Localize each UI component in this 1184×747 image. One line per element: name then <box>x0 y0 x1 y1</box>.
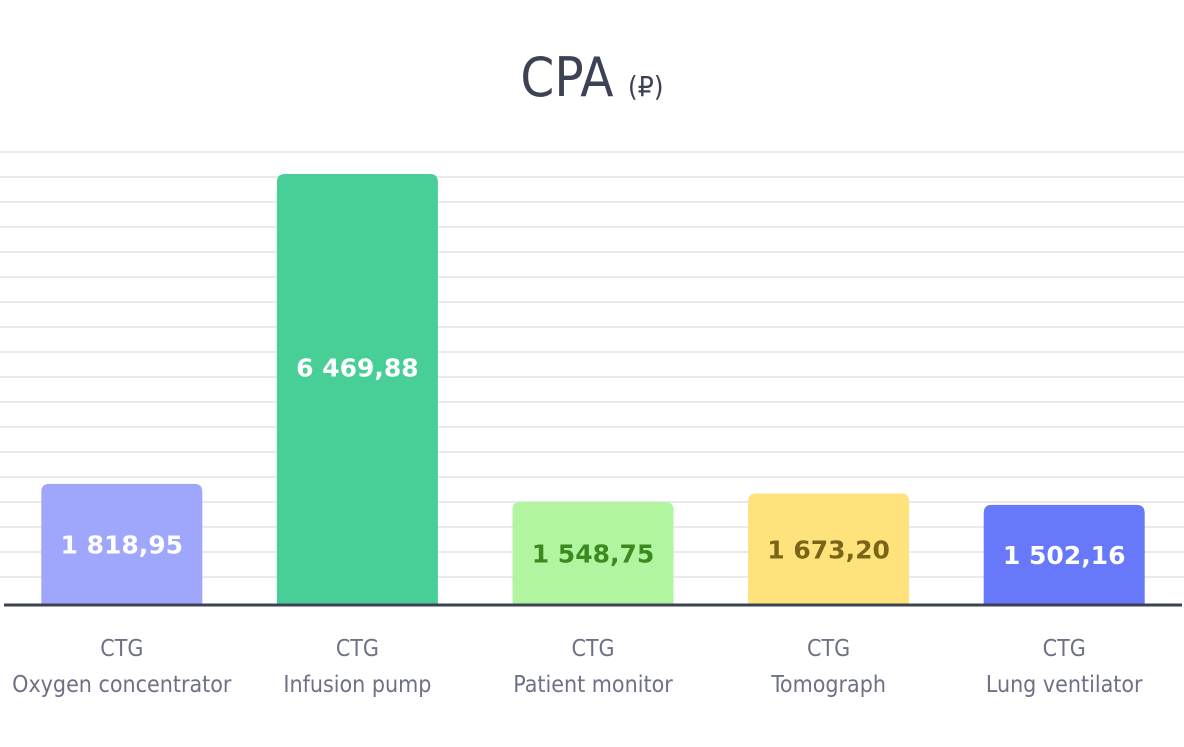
bar-value-label: 6 469,88 <box>296 354 419 383</box>
category-labels: CTG Oxygen concentrator CTG Infusion pump CT… <box>12 636 1143 698</box>
category-label-prefix: CTG <box>336 636 379 662</box>
category-label-name: Patient monitor <box>513 672 673 698</box>
chart-title-unit: (₽) <box>628 70 664 103</box>
category-label-name: Oxygen concentrator <box>12 672 232 698</box>
chart-title: CPA (₽) <box>520 46 663 109</box>
value-labels: 1 818,95 6 469,88 1 548,75 1 673,20 1 502,16 <box>61 354 1126 570</box>
bar-value-label: 1 818,95 <box>61 530 184 559</box>
bar-value-label: 1 548,75 <box>532 539 655 568</box>
bar-value-label: 1 502,16 <box>1003 541 1126 570</box>
category-label-prefix: CTG <box>1043 636 1086 662</box>
bar <box>41 483 203 605</box>
category-label-name: Tomograph <box>770 672 886 698</box>
category-label-prefix: CTG <box>571 636 614 662</box>
bar <box>748 493 910 605</box>
chart-title-main: CPA <box>520 46 613 109</box>
bars <box>41 173 1145 605</box>
category-label-prefix: CTG <box>807 636 850 662</box>
bar <box>512 501 674 605</box>
bar <box>276 173 438 605</box>
bar <box>983 504 1145 605</box>
bar-value-label: 1 673,20 <box>767 535 890 564</box>
category-label-name: Lung ventilator <box>986 672 1143 698</box>
category-label-prefix: CTG <box>100 636 143 662</box>
category-label-name: Infusion pump <box>283 672 431 698</box>
